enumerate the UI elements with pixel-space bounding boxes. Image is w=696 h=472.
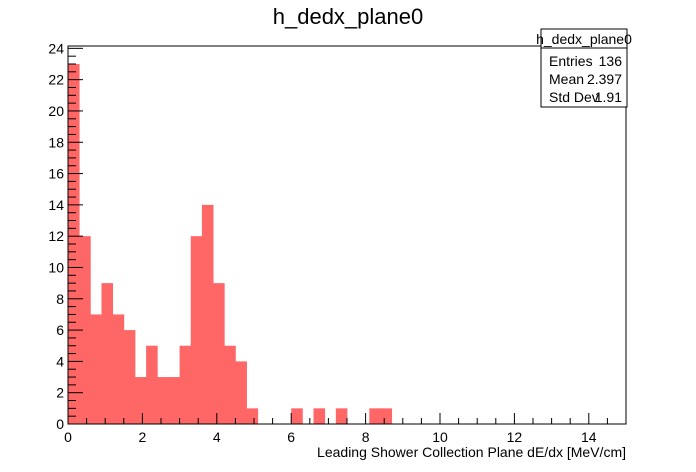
histogram-bar (134, 377, 147, 424)
histogram-bar (179, 345, 192, 424)
histogram-bar (168, 377, 180, 424)
y-tick-label: 12 (48, 228, 64, 244)
x-tick-label: 10 (432, 429, 448, 445)
y-tick-label: 0 (56, 416, 64, 432)
x-tick-label: 6 (287, 429, 295, 445)
y-tick-label: 2 (56, 385, 64, 401)
x-tick-label: 12 (507, 429, 523, 445)
histogram-bar (112, 314, 125, 424)
y-tick-label: 14 (48, 197, 64, 213)
histogram-bar (313, 408, 326, 424)
stats-mean-label: Mean (549, 71, 584, 87)
y-tick-label: 22 (48, 72, 64, 88)
x-axis: 0 2 4 6 8 10 12 14 (64, 413, 627, 445)
y-tick-label: 4 (56, 353, 64, 369)
y-tick-label: 8 (56, 291, 64, 307)
y-tick-label: 6 (56, 322, 64, 338)
histogram-bar (224, 345, 236, 424)
histogram-bar (101, 283, 114, 424)
stats-entries-label: Entries (549, 53, 593, 69)
histogram-bar (157, 377, 169, 424)
x-tick-label: 0 (64, 429, 72, 445)
x-tick-label: 2 (139, 429, 147, 445)
stats-mean-value: 2.397 (587, 71, 622, 87)
x-tick-label: 4 (213, 429, 221, 445)
histogram-bar (213, 283, 225, 424)
chart-title: h_dedx_plane0 (273, 4, 423, 29)
histogram-bar (146, 345, 158, 424)
y-tick-label: 24 (48, 40, 64, 56)
stats-stddev-label: Std Dev (549, 89, 599, 105)
stats-box: h_dedx_plane0 Entries 136 Mean 2.397 Std… (536, 28, 632, 108)
y-tick-label: 20 (48, 103, 64, 119)
histogram-bar (380, 408, 393, 424)
stats-entries-value: 136 (599, 53, 623, 69)
x-axis-label: Leading Shower Collection Plane dE/dx [M… (317, 444, 626, 460)
histogram-bar (291, 408, 303, 424)
stats-box-frame (540, 28, 628, 108)
histogram-bar (79, 236, 91, 424)
x-tick-label: 8 (362, 429, 370, 445)
stats-box-title: h_dedx_plane0 (536, 31, 632, 47)
histogram-bar (235, 361, 247, 424)
y-tick-label: 16 (48, 166, 64, 182)
histogram-bar (123, 330, 136, 424)
stats-stddev-value: 1.91 (595, 89, 622, 105)
histogram-bar (335, 408, 348, 424)
y-tick-label: 10 (48, 259, 64, 275)
histogram-bar (190, 236, 203, 424)
histogram-bar (369, 408, 381, 424)
histogram-bar (246, 408, 259, 424)
bars-group (68, 64, 393, 424)
histogram-bar (90, 314, 102, 424)
x-tick-label: 14 (581, 429, 597, 445)
y-tick-label: 18 (48, 134, 64, 150)
histogram-bar (201, 204, 214, 424)
